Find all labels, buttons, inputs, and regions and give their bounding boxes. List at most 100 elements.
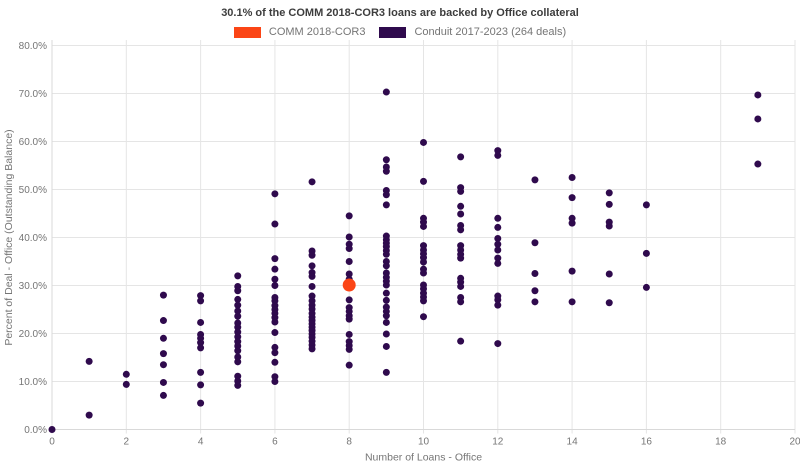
data-point [345, 245, 353, 253]
data-point [605, 200, 613, 208]
data-point [494, 234, 502, 242]
data-point [271, 318, 279, 326]
x-tick-label: 18 [715, 437, 727, 448]
data-point [159, 350, 167, 358]
data-point [382, 262, 390, 270]
data-point [382, 296, 390, 304]
data-point [197, 339, 205, 347]
data-point [271, 378, 279, 385]
data-point [531, 298, 539, 306]
data-point [457, 187, 465, 195]
data-point [342, 278, 356, 292]
data-point [345, 361, 353, 369]
data-point [382, 250, 390, 258]
data-point [234, 323, 242, 331]
data-point [234, 381, 242, 389]
x-axis-title: Number of Loans - Office [365, 452, 482, 464]
data-point [420, 222, 427, 230]
data-point [234, 307, 242, 315]
data-point [494, 223, 502, 231]
data-point [457, 202, 465, 210]
data-point [271, 297, 279, 305]
data-point [197, 297, 205, 305]
data-point [420, 313, 427, 321]
data-point [85, 411, 93, 419]
legend-label-conduit: Conduit 2017-2023 (264 deals) [414, 26, 567, 38]
data-point [642, 201, 650, 209]
data-point [122, 370, 130, 378]
chart-title: 30.1% of the COMM 2018-COR3 loans are ba… [221, 7, 579, 19]
data-point [494, 301, 502, 309]
data-point [271, 329, 279, 337]
x-tick-label: 12 [492, 437, 504, 448]
data-point [568, 214, 576, 222]
data-point [271, 349, 279, 357]
data-point [271, 343, 279, 351]
data-point [420, 138, 427, 146]
data-point [345, 212, 353, 220]
data-point [531, 239, 539, 247]
data-point [308, 282, 316, 290]
data-point [568, 194, 576, 202]
chart-legend: COMM 2018-COR3 Conduit 2017-2023 (264 de… [0, 26, 800, 38]
data-point [85, 357, 93, 365]
data-point [159, 391, 167, 399]
data-point [308, 292, 316, 300]
data-point [345, 258, 353, 265]
data-point [234, 372, 242, 380]
legend-item-conduit[interactable]: Conduit 2017-2023 (264 deals) [379, 26, 566, 38]
data-point [382, 318, 390, 326]
data-point [382, 330, 390, 338]
x-tick-label: 2 [124, 437, 130, 448]
data-point [48, 426, 56, 433]
data-point [382, 289, 390, 297]
data-point [494, 296, 502, 304]
x-tick-label: 20 [789, 437, 800, 448]
data-point [382, 312, 390, 320]
data-point [457, 298, 465, 306]
data-point [197, 368, 205, 376]
data-point [382, 368, 390, 376]
data-point [382, 201, 390, 209]
x-tick-label: 10 [418, 437, 430, 448]
data-point [605, 270, 613, 278]
data-point [234, 353, 242, 361]
data-point [754, 91, 762, 99]
data-point [308, 251, 316, 259]
data-point [308, 345, 316, 353]
data-point [345, 330, 353, 338]
data-point [494, 340, 502, 348]
data-point [568, 298, 576, 306]
y-tick-label: 0.0% [24, 425, 47, 436]
data-point [197, 399, 205, 407]
data-point [531, 270, 539, 277]
data-point [271, 220, 279, 228]
data-point [234, 301, 242, 309]
data-point [234, 358, 242, 366]
data-point [345, 233, 353, 241]
legend-item-comm[interactable]: COMM 2018-COR3 [233, 26, 365, 38]
data-point [568, 219, 576, 227]
data-point [382, 191, 390, 199]
data-point [494, 214, 502, 222]
data-point [159, 317, 167, 325]
x-tick-label: 4 [198, 437, 204, 448]
data-point [642, 249, 650, 257]
y-tick-label: 30.0% [19, 281, 47, 292]
legend-swatch-comm [233, 26, 261, 38]
data-point [420, 269, 427, 277]
data-point [234, 312, 242, 320]
data-point [494, 259, 502, 267]
y-tick-label: 40.0% [19, 233, 47, 244]
data-point [197, 381, 205, 389]
data-point [234, 272, 242, 280]
data-point [197, 344, 205, 352]
data-point [457, 226, 465, 234]
y-tick-label: 20.0% [19, 329, 47, 340]
data-point [345, 270, 353, 278]
data-point [271, 190, 279, 198]
x-tick-label: 16 [641, 437, 653, 448]
data-point [605, 299, 613, 307]
data-point [271, 358, 279, 366]
